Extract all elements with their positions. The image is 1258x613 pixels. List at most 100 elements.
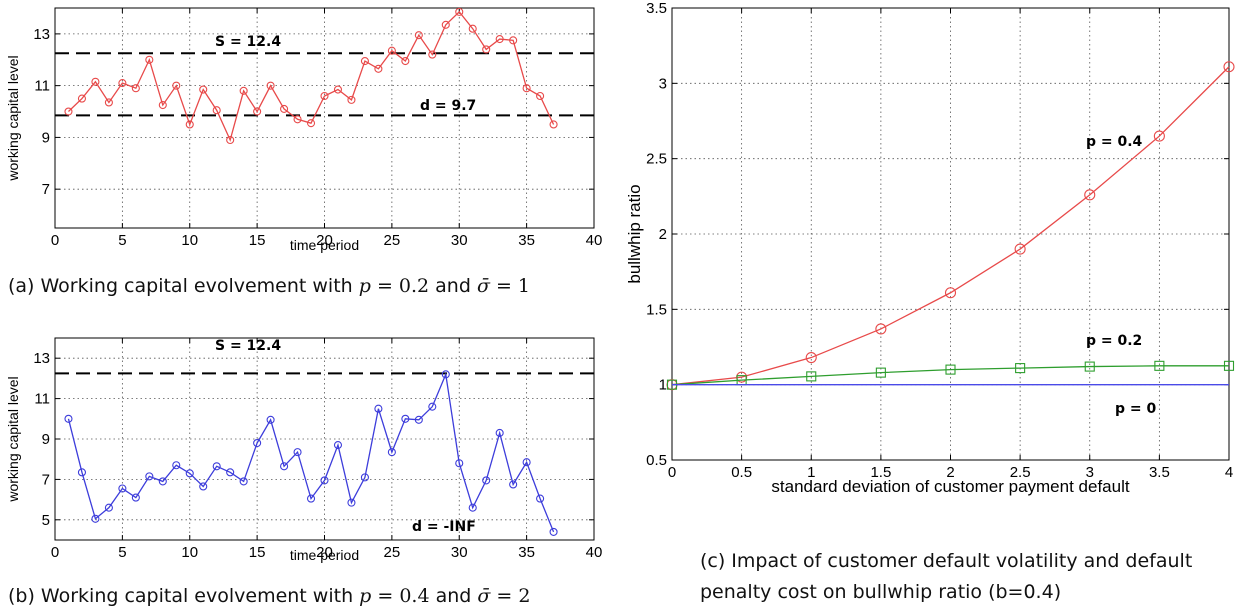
data-point [226, 135, 235, 145]
y-tick-label: 0.5 [646, 452, 667, 469]
data-point [185, 469, 194, 478]
data-point [1084, 361, 1095, 372]
data-point [428, 50, 437, 59]
data-point [482, 45, 491, 54]
data-point [347, 95, 356, 104]
data-point [455, 7, 464, 16]
x-tick-label: 0 [668, 464, 676, 481]
data-point [441, 20, 450, 29]
data-point [253, 438, 262, 448]
data-point [185, 120, 194, 129]
data-point [468, 503, 477, 512]
data-point [360, 473, 369, 482]
y-tick-label: 3 [659, 75, 667, 92]
data-point [266, 415, 275, 424]
y-axis-label: working capital level [5, 376, 21, 502]
data-point [293, 448, 302, 457]
y-tick-label: 2 [659, 226, 667, 243]
data-point [333, 85, 343, 94]
data-point [118, 484, 127, 493]
data-point [280, 462, 289, 471]
x-tick-label: 5 [118, 232, 126, 249]
y-tick-label: 5 [42, 512, 50, 529]
data-point [495, 428, 504, 437]
x-tick-label: 20 [316, 232, 333, 249]
x-tick-label: 1 [807, 464, 815, 481]
data-point [347, 498, 356, 507]
x-tick-label: 0 [51, 232, 59, 249]
data-point [805, 351, 817, 364]
caption-c-line-2: penalty cost on bullwhip ratio (b=0.4) [700, 581, 1062, 603]
data-point [104, 503, 113, 512]
y-tick-label: 11 [34, 391, 50, 408]
y-tick-label: 9 [42, 431, 50, 448]
data-point [158, 101, 167, 110]
data-point [1154, 360, 1165, 371]
data-point [374, 404, 383, 413]
data-point [509, 480, 518, 489]
annotation-label: d = -INF [412, 519, 476, 535]
x-tick-label: 35 [518, 232, 535, 249]
data-point [549, 527, 558, 536]
y-tick-label: 2.5 [646, 151, 667, 168]
data-point [387, 448, 396, 457]
caption-b: (b) Working capital evolvement with p = … [8, 585, 531, 607]
data-point [212, 106, 221, 115]
data-point [441, 370, 450, 379]
data-point [280, 104, 289, 113]
data-point [495, 35, 504, 44]
data-point [536, 494, 545, 503]
data-point [118, 79, 127, 88]
data-point [482, 476, 491, 485]
x-tick-label: 0 [51, 544, 59, 561]
data-point [199, 482, 208, 491]
data-point [145, 472, 154, 481]
data-point [428, 402, 437, 411]
data-point [77, 468, 86, 477]
data-point [104, 98, 113, 107]
x-tick-label: 20 [316, 544, 333, 561]
x-tick-label: 2.5 [1010, 464, 1031, 481]
y-tick-label: 1 [659, 377, 667, 394]
x-tick-label: 0.5 [731, 464, 752, 481]
chart-c: 0 0.5 1 1.5 2 2.5 3 3.5 40.511.522.533.5standard… [625, 0, 1235, 496]
data-point [401, 57, 410, 66]
x-tick-label: 10 [181, 232, 198, 249]
data-point [1223, 360, 1235, 371]
series-line [671, 66, 1230, 386]
data-point [131, 84, 140, 93]
data-point [64, 414, 73, 423]
data-point [360, 57, 369, 66]
data-point [91, 77, 100, 86]
data-point [1014, 243, 1026, 255]
x-tick-label: 30 [451, 232, 468, 249]
y-tick-label: 13 [33, 350, 50, 367]
series-line [68, 10, 555, 142]
data-point [172, 461, 181, 470]
chart-a: 0 5 10 15 20 25 30 35 40 7 9 11 13 time period working… [5, 7, 603, 253]
data-point [455, 459, 464, 468]
y-tick-label: 9 [42, 129, 50, 146]
series-line [67, 371, 555, 533]
data-point [1153, 130, 1165, 142]
data-point [306, 119, 316, 128]
data-point [253, 107, 262, 116]
series-label: p = 0.2 [1086, 333, 1142, 349]
data-point [239, 477, 248, 486]
x-axis-label: time period [290, 237, 359, 253]
x-tick-label: 40 [586, 544, 603, 561]
x-tick-label: 40 [586, 232, 603, 249]
y-tick-label: 7 [42, 471, 50, 488]
x-tick-label: 3 [1086, 464, 1094, 481]
x-tick-label: 30 [451, 544, 468, 561]
threshold-label: S = 12.4 [215, 34, 281, 50]
data-point [468, 24, 477, 33]
data-point [806, 371, 817, 382]
x-tick-label: 15 [249, 232, 266, 249]
x-tick-label: 2 [946, 464, 954, 481]
data-point [77, 94, 86, 103]
data-point [91, 514, 100, 523]
x-tick-label: 35 [518, 544, 535, 561]
